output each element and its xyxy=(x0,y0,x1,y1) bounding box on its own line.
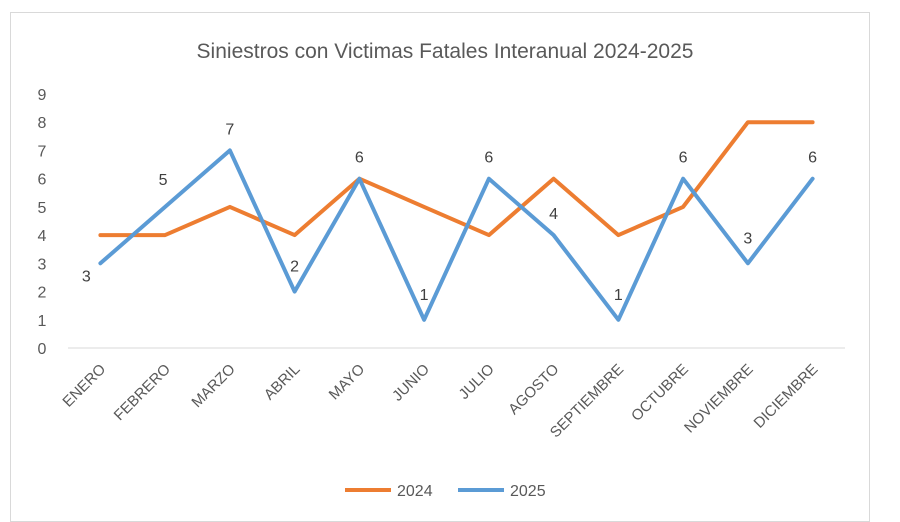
x-tick-label: JULIO xyxy=(456,361,498,403)
y-tick-label: 6 xyxy=(38,172,47,189)
legend-label: 2025 xyxy=(510,483,546,500)
x-tick-label: MAYO xyxy=(326,361,368,403)
data-label: 3 xyxy=(743,230,752,247)
y-tick-label: 8 xyxy=(38,115,47,132)
x-tick-label: FEBRERO xyxy=(111,361,174,424)
data-label: 6 xyxy=(484,150,493,167)
y-tick-label: 3 xyxy=(38,256,47,273)
data-label: 7 xyxy=(225,121,234,138)
x-tick-label: JUNIO xyxy=(389,361,433,405)
data-label: 4 xyxy=(549,206,558,223)
x-tick-label: DICIEMBRE xyxy=(750,361,821,432)
legend-label: 2024 xyxy=(397,483,433,500)
data-label: 1 xyxy=(614,287,623,304)
legend: 2024 2025 xyxy=(345,483,546,500)
chart-frame xyxy=(10,12,870,522)
y-tick-label: 1 xyxy=(38,313,47,330)
x-tick-label: ENERO xyxy=(59,361,109,411)
series-line-2024 xyxy=(98,120,815,238)
data-label: 6 xyxy=(679,150,688,167)
y-tick-label: 7 xyxy=(38,143,47,160)
x-tick-label: MARZO xyxy=(188,361,238,411)
chart-title: Siniestros con Victimas Fatales Interanu… xyxy=(197,40,694,63)
data-label: 6 xyxy=(808,150,817,167)
data-labels: 3 5 7 2 6 1 6 4 1 6 3 6 xyxy=(82,121,817,303)
y-tick-label: 4 xyxy=(38,228,47,245)
series-layer xyxy=(98,120,815,322)
data-label: 3 xyxy=(82,268,91,285)
data-label: 5 xyxy=(159,172,168,189)
y-axis: 0 1 2 3 4 5 6 7 8 9 xyxy=(38,87,47,358)
x-axis: ENERO FEBRERO MARZO ABRIL MAYO JUNIO JULIO AGOS… xyxy=(59,361,821,441)
x-tick-label: OCTUBRE xyxy=(628,361,692,425)
data-label: 2 xyxy=(290,259,299,276)
data-label: 6 xyxy=(355,150,364,167)
x-tick-label: AGOSTO xyxy=(505,361,562,418)
y-tick-label: 2 xyxy=(38,285,47,302)
x-tick-label: ABRIL xyxy=(261,361,304,404)
data-label: 1 xyxy=(420,287,429,304)
y-tick-label: 0 xyxy=(38,341,47,358)
y-tick-label: 9 xyxy=(38,87,47,104)
y-tick-label: 5 xyxy=(38,200,47,217)
x-tick-label: NOVIEMBRE xyxy=(681,361,757,437)
series-line-2025 xyxy=(98,148,815,322)
